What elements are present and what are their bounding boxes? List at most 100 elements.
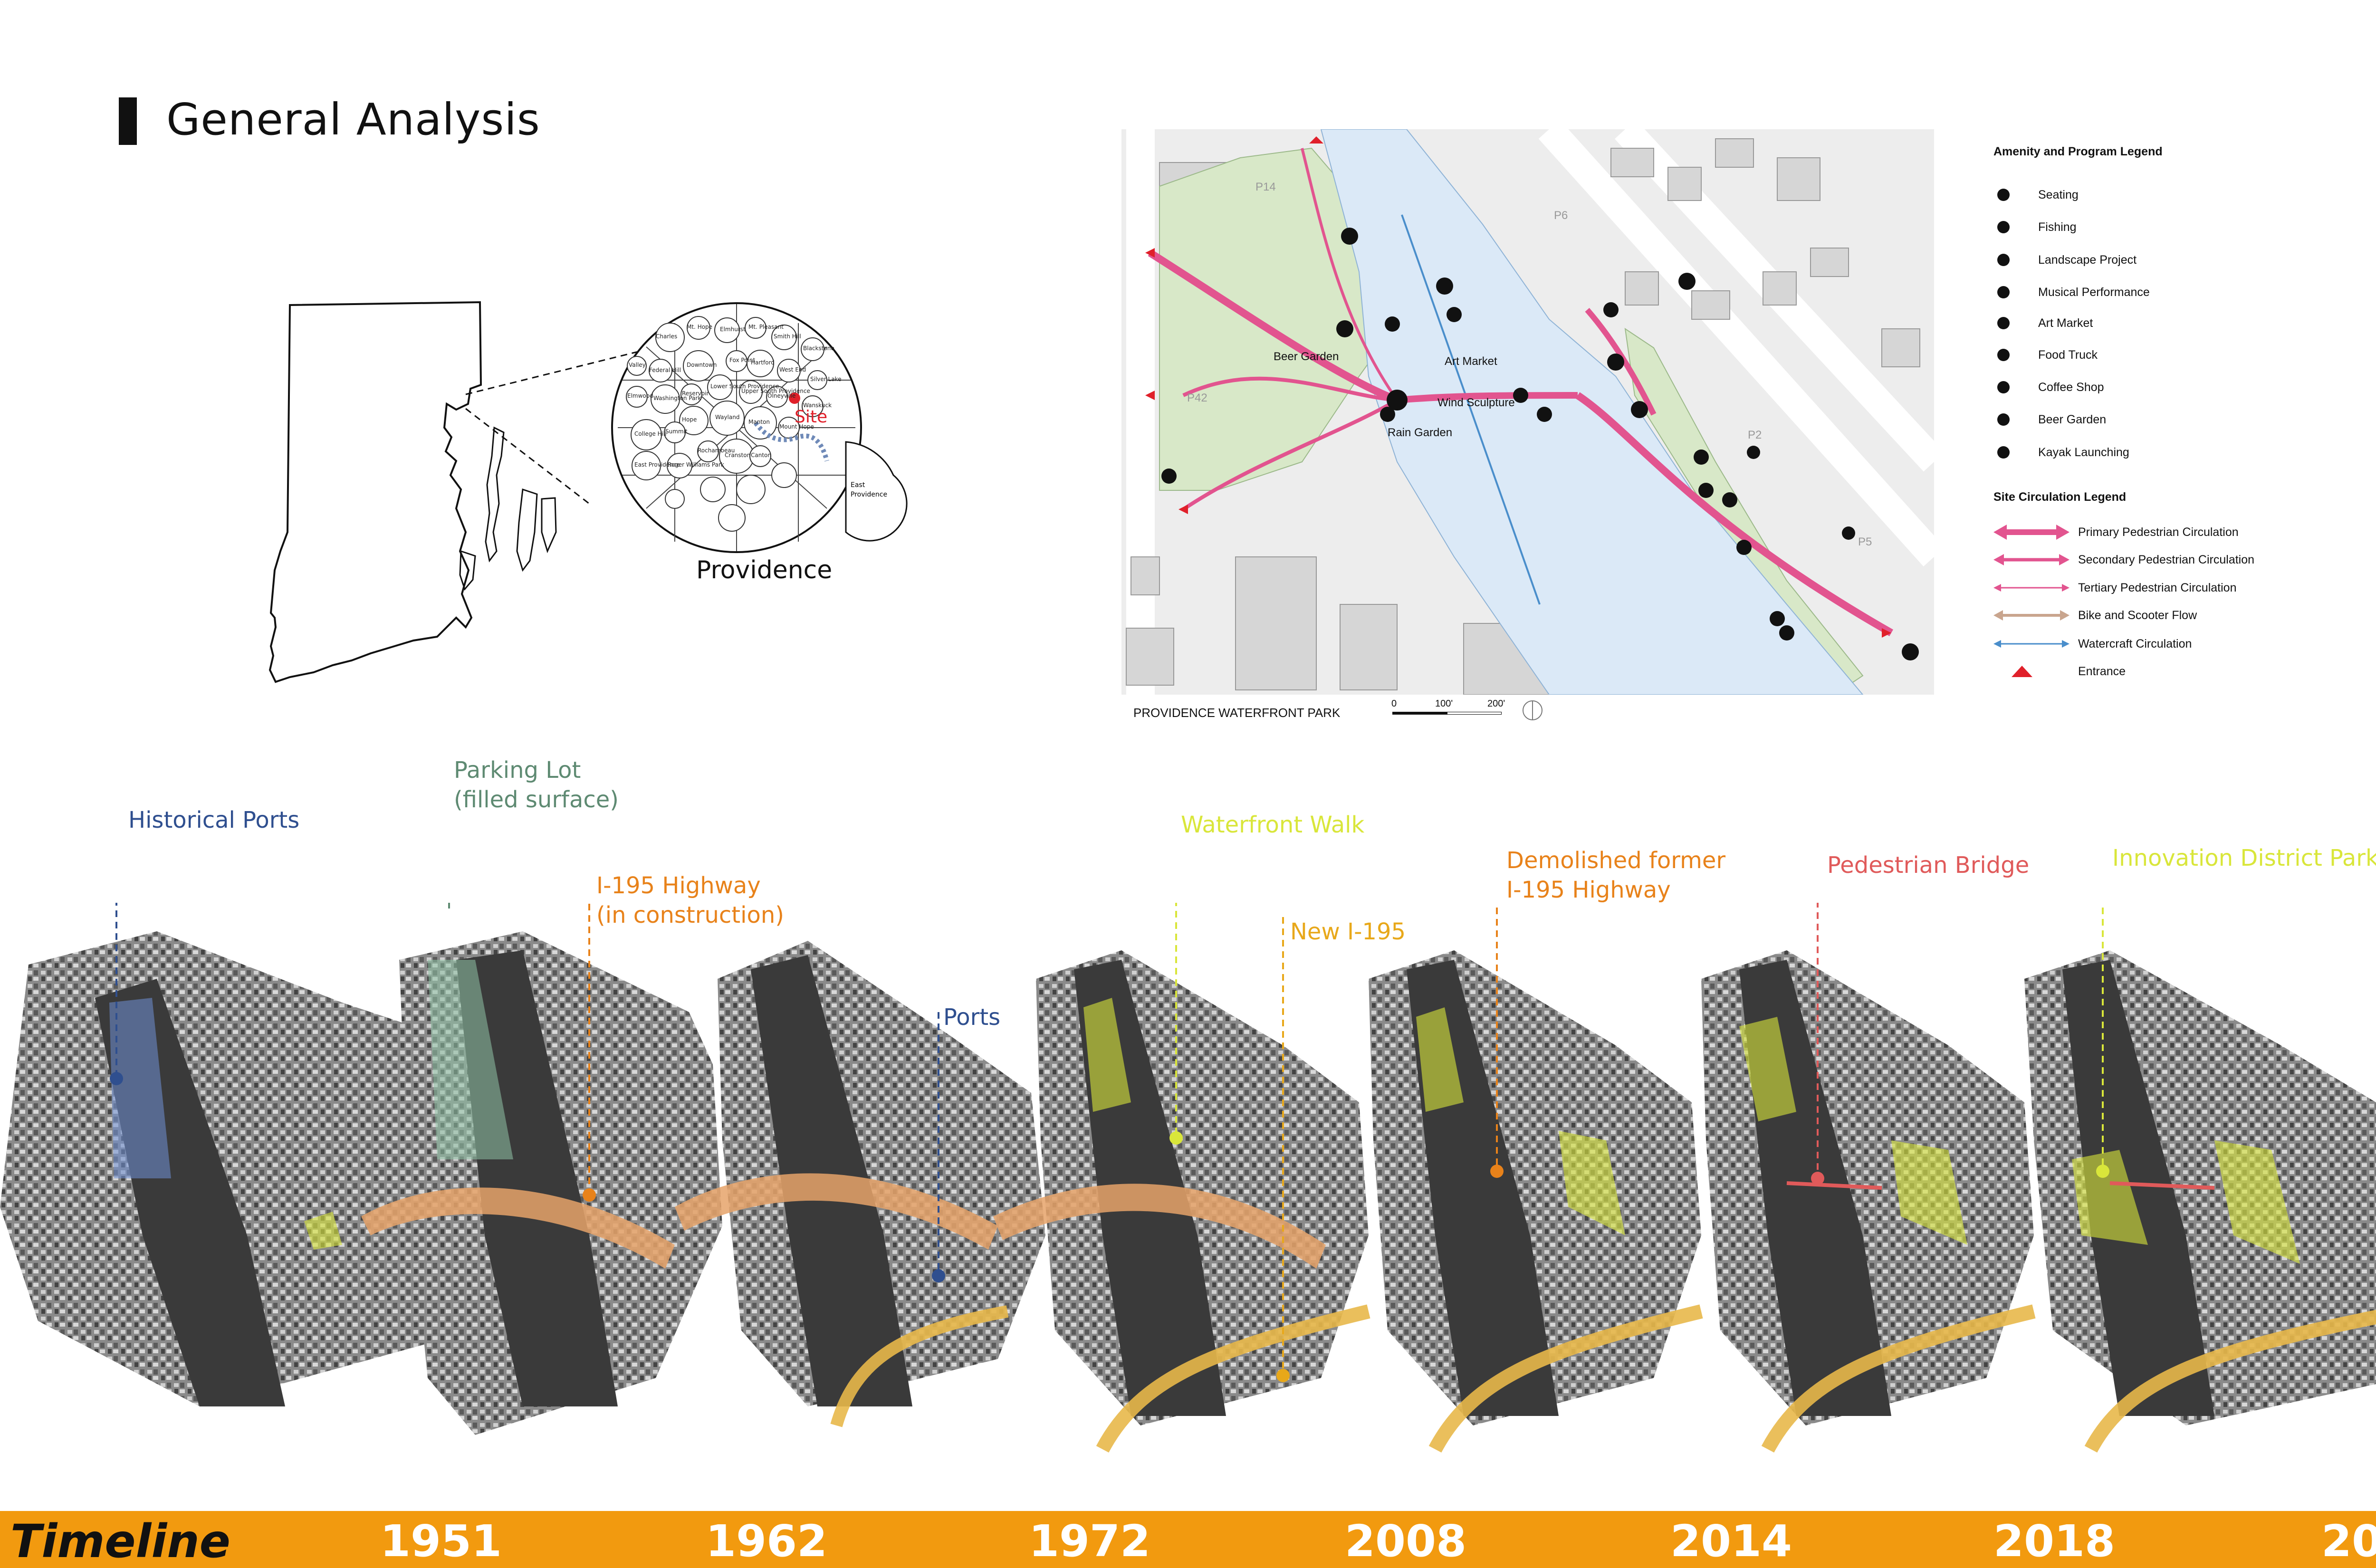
aerial-1951 xyxy=(0,931,513,1406)
map-caption: PROVIDENCE WATERFRONT PARK xyxy=(1133,706,1341,720)
legend-musical-performance: Musical Performance xyxy=(1993,283,2150,302)
year-1962: 1962 xyxy=(706,1516,828,1567)
aerial-1962 xyxy=(361,931,722,1435)
neighborhood-label: Hope xyxy=(682,416,697,423)
year-2014: 2014 xyxy=(1670,1516,1792,1567)
annotation-parking-lot: Parking Lot (filled surface) xyxy=(454,757,619,813)
amenity-legend-title: Amenity and Program Legend xyxy=(1993,145,2163,158)
annotation-waterfront-walk: Waterfront Walk xyxy=(1181,812,1365,838)
year-1972: 1972 xyxy=(1029,1516,1151,1567)
neighborhood-label: Roger Williams Park xyxy=(668,461,724,468)
timeline-title: Timeline xyxy=(10,1515,230,1568)
kayak-icon xyxy=(1997,446,2010,459)
neighborhood-label: Washington Park xyxy=(653,395,701,402)
entrance-icon xyxy=(2012,666,2032,677)
seating-icon xyxy=(1997,189,2010,201)
annotation-new-i195: New I-195 xyxy=(1290,918,1406,945)
annotation-ports: Ports xyxy=(943,1004,1001,1031)
year-2008: 2008 xyxy=(1345,1516,1467,1567)
neighborhood-label: Upper South Providence xyxy=(741,388,810,394)
site-label: Site xyxy=(795,407,828,427)
neighborhood-label: Downtown xyxy=(687,362,717,368)
p5-label: P5 xyxy=(1858,535,1872,548)
legend-fishing: Fishing xyxy=(1993,218,2077,237)
neighborhood-label: Mount Hope xyxy=(779,423,814,430)
neighborhood-label: Valley xyxy=(629,362,646,368)
legend-coffee-shop: Coffee Shop xyxy=(1993,378,2104,397)
p6-label: P6 xyxy=(1554,209,1568,222)
annotation-leaders xyxy=(115,903,2104,1376)
annotation-i195-construction: I-195 Highway (in construction) xyxy=(596,872,784,928)
neighborhood-label: Wanskuck xyxy=(803,402,832,409)
neighborhood-label: Summit xyxy=(665,428,688,435)
neighborhood-label: Rochambeau xyxy=(698,447,735,454)
p14-label: P14 xyxy=(1255,181,1276,193)
legend-bike-scooter: Bike and Scooter Flow xyxy=(1993,606,2197,625)
primary-arrow-icon xyxy=(1993,525,2069,540)
neighborhood-label: West End xyxy=(779,366,806,373)
neighborhood-label: Cranston xyxy=(725,452,750,459)
page-title: General Analysis xyxy=(166,94,540,145)
circulation-legend-title: Site Circulation Legend xyxy=(1993,490,2127,504)
title-marker xyxy=(119,97,137,145)
legend-art-market: Art Market xyxy=(1993,314,2093,333)
neighborhood-label: Manton xyxy=(748,419,770,425)
providence-label: Providence xyxy=(696,556,833,584)
watercraft-arrow-icon xyxy=(1993,640,2069,648)
legend-tertiary-circulation: Tertiary Pedestrian Circulation xyxy=(1993,578,2236,597)
aerial-2008 xyxy=(993,950,1370,1453)
neighborhood-label: Elmhurst xyxy=(720,326,746,333)
coffee-icon xyxy=(1997,381,2010,393)
legend-seating: Seating xyxy=(1993,185,2079,204)
aerial-2018 xyxy=(1701,950,2036,1453)
annotation-pedestrian-bridge: Pedestrian Bridge xyxy=(1827,852,2030,879)
aerial-2019 xyxy=(2024,950,2376,1453)
neighborhood-label: Smith Hill xyxy=(774,333,801,340)
legend-watercraft: Watercraft Circulation xyxy=(1993,634,2192,653)
aerial-photo-series xyxy=(0,903,2376,1453)
neighborhood-label: Hartford xyxy=(751,359,775,366)
annotation-demolished-i195: Demolished former I-195 Highway xyxy=(1506,847,1726,903)
legend-landscape-project: Landscape Project xyxy=(1993,250,2136,269)
rhode-island-outline xyxy=(268,301,482,683)
svg-text:Providence: Providence xyxy=(851,491,887,498)
legend-entrance: Entrance xyxy=(1993,662,2126,681)
neighborhood-label: Fox Point xyxy=(729,357,755,363)
map-legend: Amenity and Program Legend Seating Fishi… xyxy=(1993,145,2376,691)
art-market-icon xyxy=(1997,317,2010,329)
legend-food-truck: Food Truck xyxy=(1993,345,2098,364)
year-2018: 2018 xyxy=(1993,1516,2116,1567)
legend-kayak-launching: Kayak Launching xyxy=(1993,443,2129,462)
neighborhood-label: Canton xyxy=(751,452,771,459)
fishing-icon xyxy=(1997,221,2010,233)
neighborhood-label: Wayland xyxy=(715,414,739,421)
p42-label: P42 xyxy=(1187,392,1207,404)
neighborhood-label: College Hill xyxy=(634,430,667,437)
scale-bar: 0 100' 200' xyxy=(1391,698,1506,717)
wind-sculpture-label: Wind Sculpture xyxy=(1437,396,1515,409)
neighborhood-label: East Providence xyxy=(634,461,680,468)
beer-icon xyxy=(1997,413,2010,426)
annotation-innovation-district-park: Innovation District Park xyxy=(2112,845,2376,871)
neighborhood-label: Silver Lake xyxy=(810,376,841,382)
scale-200: 200' xyxy=(1487,698,1505,709)
neighborhood-label: Federal Hill xyxy=(649,367,681,373)
waterfront-park-map: Beer Garden Art Market Wind Sculpture Ra… xyxy=(1121,129,1934,695)
year-2019: 2019 xyxy=(2321,1516,2376,1567)
neighborhood-label: Olneyville xyxy=(767,392,795,399)
timeline-bar xyxy=(0,1511,2376,1568)
secondary-arrow-icon xyxy=(1993,554,2069,565)
north-arrow-icon xyxy=(1523,700,1542,720)
tertiary-arrow-icon xyxy=(1993,584,2069,592)
scale-100: 100' xyxy=(1435,698,1453,709)
music-icon xyxy=(1997,286,2010,298)
aerial-1972 xyxy=(675,941,1045,1427)
legend-beer-garden: Beer Garden xyxy=(1993,410,2106,429)
annotation-markers xyxy=(110,1072,2109,1382)
aerial-2014 xyxy=(1369,950,1703,1453)
annotation-historical-ports: Historical Ports xyxy=(128,807,300,833)
food-truck-icon xyxy=(1997,349,2010,361)
art-market-label: Art Market xyxy=(1445,355,1497,368)
legend-secondary-circulation: Secondary Pedestrian Circulation xyxy=(1993,550,2254,569)
